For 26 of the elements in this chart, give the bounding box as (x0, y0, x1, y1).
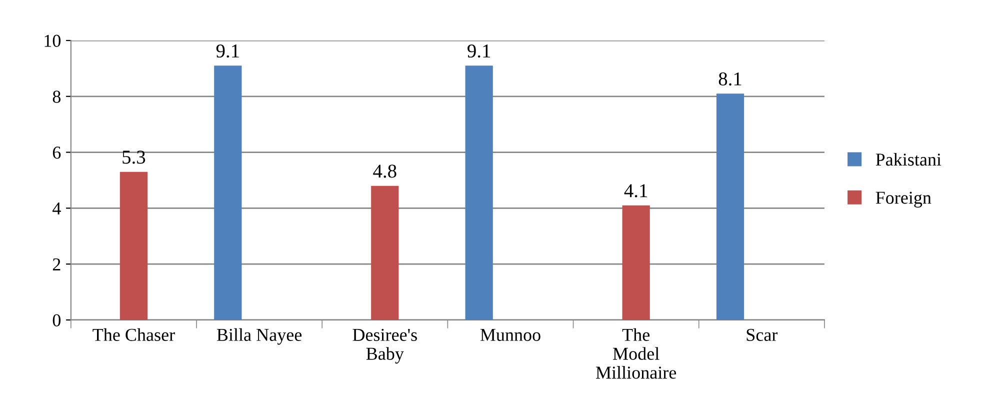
data-label: 9.1 (216, 44, 239, 58)
bar (120, 172, 148, 320)
bar (214, 66, 242, 320)
bar (465, 66, 493, 320)
data-label: 4.1 (624, 184, 648, 198)
x-tick-label: The Chaser (92, 328, 175, 341)
data-label: 9.1 (468, 44, 490, 58)
legend-label: Pakistani (876, 152, 942, 166)
legend-label: Foreign (876, 192, 932, 208)
bar (622, 205, 650, 320)
y-tick-label: 6 (52, 146, 61, 159)
x-tick-label: The Model Millionaire (596, 328, 676, 379)
y-tick-label: 2 (52, 258, 60, 270)
data-label: 8.1 (718, 72, 742, 86)
y-tick-label: 8 (52, 90, 61, 103)
x-tick-label: Billa Nayee (216, 328, 302, 345)
data-label: 4.8 (373, 164, 396, 178)
data-label: 5.3 (122, 150, 146, 164)
y-tick-label: 0 (52, 314, 61, 326)
x-tick-label: Munnoo (480, 328, 540, 341)
y-tick-label: 4 (52, 202, 61, 214)
bar (371, 186, 399, 320)
x-tick-label: Desiree's Baby (352, 328, 417, 364)
y-tick-label: 10 (44, 34, 61, 47)
bar (716, 94, 744, 320)
x-tick-label: Scar (746, 328, 778, 341)
